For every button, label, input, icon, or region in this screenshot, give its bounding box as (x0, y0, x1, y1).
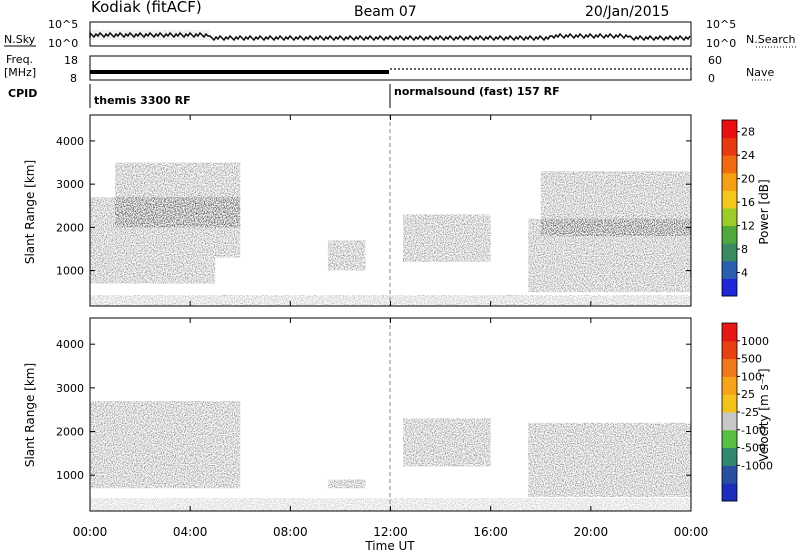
cpid-segment-1: themis 3300 RF (94, 94, 191, 107)
y-tick-label: 4000 (56, 338, 84, 351)
freq-tick-top: 18 (64, 54, 78, 67)
colorbar-segment (722, 225, 737, 244)
colorbar-segment (722, 120, 737, 139)
velocity-panel: 1000 2000 3000 4000 Slant Range [km] 1000 50… (23, 317, 773, 512)
colorbar-tick-label: 20 (741, 173, 755, 186)
power-echo-layer (90, 162, 691, 293)
colorbar-segment (722, 376, 737, 395)
colorbar-segment (722, 465, 737, 484)
velocity-echo-layer (90, 400, 691, 498)
power-panel: 1000 2000 3000 4000 Slant Range [km] 4 8 12 16… (23, 114, 771, 307)
nsky-panel: N.Sky 10^5 10^0 10^5 10^0 N.Search (4, 18, 796, 50)
nsearch-tick-bottom: 10^0 (706, 37, 736, 50)
colorbar-tick-label: 25 (741, 388, 755, 401)
beam-title: Beam 07 (354, 4, 417, 20)
x-tick-label: 20:00 (574, 525, 609, 539)
colorbar-segment (722, 358, 737, 377)
colorbar-segment (722, 483, 737, 502)
colorbar-segment (722, 155, 737, 174)
station-title: Kodiak (fitACF) (91, 0, 202, 16)
echo-region (90, 400, 241, 489)
colorbar-tick-label: 1000 (741, 335, 769, 348)
x-tick-label: 00:00 (73, 525, 108, 539)
x-tick-label: 08:00 (273, 525, 308, 539)
echo-region (327, 240, 366, 271)
freq-trace-1 (90, 70, 389, 74)
y-tick-label: 3000 (56, 178, 84, 191)
cpid-label: CPID (8, 87, 37, 100)
colorbar-segment (722, 260, 737, 279)
y-tick-label: 2000 (56, 221, 84, 234)
power-ylabel: Slant Range [km] (23, 160, 37, 264)
cpid-row: CPID themis 3300 RF normalsound (fast) 1… (8, 84, 560, 108)
colorbar-segment (722, 172, 737, 191)
power-y-axis: 1000 2000 3000 4000 (56, 135, 691, 278)
power-colorbar: 4 8 12 16 20 24 28 (721, 119, 755, 297)
colorbar-segment (722, 412, 737, 431)
colorbar-segment (722, 137, 737, 156)
freq-panel: Freq. [MHz] 18 8 60 0 Nave (4, 53, 774, 85)
y-tick-label: 1000 (56, 469, 84, 482)
velocity-colorbar: 1000 500 100 25 -25 -100 -500 -1000 (721, 322, 773, 502)
y-tick-label: 4000 (56, 135, 84, 148)
time-x-axis: 00:00 04:00 08:00 12:00 16:00 20:00 00:00 (73, 115, 709, 539)
nsky-tick-bottom: 10^0 (48, 37, 78, 50)
velocity-colorbar-label: Velocity [m s⁻¹] (757, 368, 771, 461)
y-tick-label: 1000 (56, 265, 84, 278)
colorbar-tick-label: -25 (741, 406, 759, 419)
date-title: 20/Jan/2015 (585, 4, 669, 20)
nsky-tick-top: 10^5 (48, 18, 78, 31)
colorbar-tick-label: 8 (741, 243, 748, 256)
x-tick-label: 16:00 (473, 525, 508, 539)
colorbar-tick-label: 500 (741, 353, 762, 366)
colorbar-tick-label: 100 (741, 370, 762, 383)
colorbar-segment (722, 278, 737, 297)
nsearch-tick-top: 10^5 (706, 18, 736, 31)
colorbar-segment (722, 323, 737, 342)
velocity-y-axis: 1000 2000 3000 4000 (56, 338, 691, 482)
y-tick-label: 2000 (56, 426, 84, 439)
colorbar-tick-label: 28 (741, 126, 755, 139)
nave-label: Nave (746, 66, 774, 79)
colorbar-tick-label: 12 (741, 220, 755, 233)
colorbar-tick-label: 16 (741, 196, 755, 209)
echo-region (403, 214, 491, 262)
colorbar-segment (722, 394, 737, 413)
colorbar-segment (722, 190, 737, 209)
freq-label-line2: [MHz] (4, 66, 36, 79)
nsky-trace (89, 30, 691, 42)
colorbar-segment (722, 208, 737, 227)
colorbar-tick-label: 24 (741, 149, 755, 162)
velocity-ylabel: Slant Range [km] (23, 363, 37, 467)
echo-region (403, 418, 491, 467)
echo-region (90, 257, 216, 284)
freq-tick-bottom: 8 (70, 72, 77, 85)
colorbar-tick-label: -1000 (741, 459, 773, 472)
nave-tick-top: 60 (708, 54, 722, 67)
power-colorbar-label: Power [dB] (757, 179, 771, 244)
colorbar-segment (722, 447, 737, 466)
cpid-segment-2: normalsound (fast) 157 RF (394, 85, 560, 98)
colorbar-segment (722, 429, 737, 449)
x-tick-label: 12:00 (373, 525, 408, 539)
colorbar-tick-label: 4 (741, 267, 748, 280)
echo-region (528, 422, 691, 498)
x-tick-label: 04:00 (173, 525, 208, 539)
nave-tick-bottom: 0 (708, 72, 715, 85)
echo-region (540, 171, 691, 236)
colorbar-segment (722, 340, 737, 360)
colorbar-tick-label: -100 (741, 424, 766, 437)
freq-label-line1: Freq. (6, 53, 33, 66)
nsearch-label: N.Search (746, 33, 796, 46)
echo-region (327, 479, 366, 489)
x-tick-label: 00:00 (674, 525, 709, 539)
colorbar-tick-label: -500 (741, 442, 766, 455)
colorbar-segment (722, 243, 737, 262)
echo-region (115, 162, 241, 228)
x-axis-label: Time UT (364, 539, 415, 553)
y-tick-label: 3000 (56, 382, 84, 395)
nsky-label: N.Sky (4, 33, 36, 46)
